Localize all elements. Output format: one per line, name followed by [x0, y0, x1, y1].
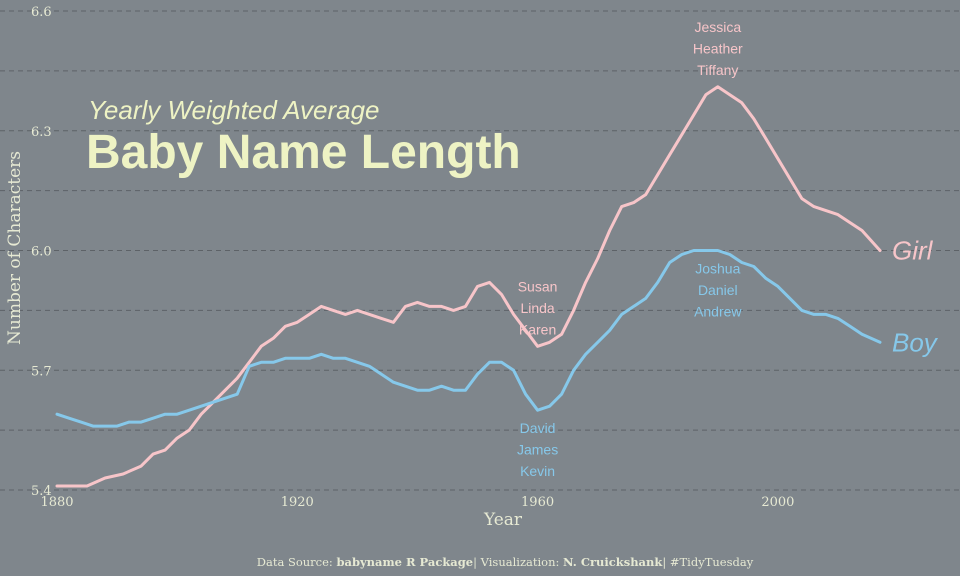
- series-label-girl: Girl: [892, 236, 934, 266]
- annotation-name: Susan: [518, 278, 558, 294]
- annotation-name: Jessica: [694, 19, 741, 35]
- y-tick-label: 5.7: [31, 364, 52, 379]
- chart-title: Baby Name Length: [86, 126, 521, 179]
- y-tick-label: 6.3: [31, 125, 52, 140]
- gridlines: [0, 10, 960, 491]
- series-lines: [55, 85, 882, 488]
- x-axis-ticks: 1880 1920 1960 2000: [40, 495, 794, 510]
- x-tick-label: 1880: [40, 495, 73, 510]
- x-tick-label: 1960: [521, 495, 554, 510]
- series-line-boy: [55, 249, 882, 428]
- chart-subtitle: Yearly Weighted Average: [88, 95, 379, 125]
- annotation-name: James: [517, 442, 558, 458]
- caption-middle: | Visualization:: [473, 555, 563, 570]
- annotation-name: Daniel: [698, 282, 738, 298]
- annotations: JessicaHeatherTiffanySusanLindaKarenJosh…: [517, 19, 743, 479]
- caption-author: N. Cruickshank: [563, 555, 663, 569]
- caption: Data Source: babyname R Package| Visuali…: [257, 555, 754, 570]
- series-labels: Girl Boy: [892, 236, 939, 358]
- series-label-boy: Boy: [892, 327, 939, 357]
- y-axis-ticks: 5.4 5.7 6.0 6.3 6.6: [31, 5, 52, 499]
- annotation-name: Linda: [520, 300, 554, 316]
- y-tick-label: 6.0: [31, 245, 52, 260]
- annotation-name: Tiffany: [697, 62, 738, 78]
- annotation-name: Kevin: [520, 463, 555, 479]
- annotation-name: David: [520, 420, 556, 436]
- annotation-name: Heather: [693, 40, 743, 56]
- caption-prefix: Data Source:: [257, 555, 337, 569]
- caption-suffix: | #TidyTuesday: [662, 555, 753, 570]
- y-axis-title: Number of Characters: [5, 151, 25, 345]
- y-tick-label: 5.4: [31, 484, 52, 499]
- annotation-name: Joshua: [695, 261, 740, 277]
- x-axis-title: Year: [483, 510, 523, 530]
- x-tick-label: 1920: [281, 495, 314, 510]
- y-tick-label: 6.6: [31, 5, 52, 20]
- annotation-name: Andrew: [694, 304, 742, 320]
- caption-source: babyname R Package: [336, 555, 473, 569]
- x-tick-label: 2000: [761, 495, 794, 510]
